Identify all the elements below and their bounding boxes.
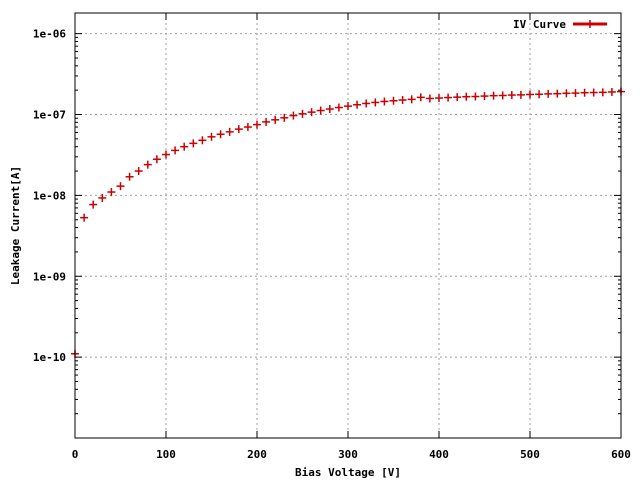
data-point (380, 97, 389, 106)
y-tick-label: 1e-09 (33, 270, 66, 283)
data-point (107, 188, 116, 197)
data-point (171, 146, 180, 155)
data-point (344, 102, 352, 111)
grid-lines (75, 13, 621, 438)
x-tick-label: 400 (429, 448, 449, 461)
data-point (143, 160, 152, 169)
data-point (243, 123, 252, 132)
data-point (289, 111, 298, 120)
data-point (98, 193, 107, 202)
data-point (362, 99, 371, 108)
data-point (453, 93, 462, 102)
tick-labels: 0 100 200 300 400 500 600 1e-10 1e-09 1e-08 1e-07 1… (33, 28, 631, 461)
data-point (571, 89, 580, 98)
data-point (516, 90, 525, 99)
data-point (462, 92, 471, 101)
legend-swatch-marker (586, 20, 594, 28)
data-point (89, 200, 98, 209)
y-tick-label: 1e-08 (33, 189, 66, 202)
y-axis-label: Leakage Current[A] (9, 166, 22, 285)
data-point (271, 115, 280, 124)
data-point (489, 91, 498, 100)
data-point (435, 94, 443, 103)
data-point (334, 103, 343, 112)
data-point (116, 182, 125, 191)
x-tick-label: 200 (247, 448, 267, 461)
data-point (280, 113, 289, 122)
data-point (298, 109, 307, 118)
data-point (562, 89, 571, 98)
data-point (207, 132, 216, 141)
x-tick-label: 500 (520, 448, 540, 461)
data-point (444, 93, 453, 102)
data-point (234, 125, 243, 134)
data-point (189, 139, 198, 148)
y-tick-label: 1e-06 (33, 28, 66, 41)
data-point (589, 88, 598, 97)
data-point (152, 155, 161, 164)
data-point (225, 127, 234, 136)
data-point (480, 92, 489, 101)
data-point (371, 98, 380, 107)
data-point (216, 130, 225, 139)
data-point (526, 90, 534, 99)
data-point (262, 117, 271, 126)
x-tick-label: 0 (72, 448, 79, 461)
data-point (198, 136, 207, 145)
x-tick-label: 600 (611, 448, 631, 461)
data-point (325, 105, 334, 114)
data-point (471, 92, 480, 101)
legend-label: IV Curve (513, 18, 566, 31)
data-point (498, 91, 507, 100)
plot-frame (74, 12, 622, 439)
data-point (125, 172, 134, 181)
x-tick-label: 300 (338, 448, 358, 461)
data-point (353, 100, 362, 109)
y-tick-label: 1e-07 (33, 109, 66, 122)
x-axis-label: Bias Voltage [V] (295, 466, 401, 479)
data-point (507, 91, 516, 100)
data-point (80, 213, 89, 222)
data-point (398, 96, 407, 105)
data-point (425, 94, 434, 103)
data-point (416, 93, 425, 102)
data-point (553, 89, 562, 98)
data-point (316, 106, 325, 115)
x-tick-label: 100 (156, 448, 176, 461)
data-point (389, 96, 398, 105)
data-point (598, 88, 607, 97)
y-tick-label: 1e-10 (33, 351, 66, 364)
data-point (544, 89, 553, 98)
legend: IV Curve (513, 18, 607, 31)
data-series (71, 87, 625, 358)
data-point (580, 88, 589, 97)
data-point (535, 90, 544, 99)
data-point (607, 87, 616, 96)
data-point (307, 108, 316, 117)
data-point (180, 142, 189, 151)
data-point (162, 150, 170, 159)
data-point (407, 95, 416, 104)
data-point (253, 120, 261, 129)
data-point (134, 167, 143, 176)
